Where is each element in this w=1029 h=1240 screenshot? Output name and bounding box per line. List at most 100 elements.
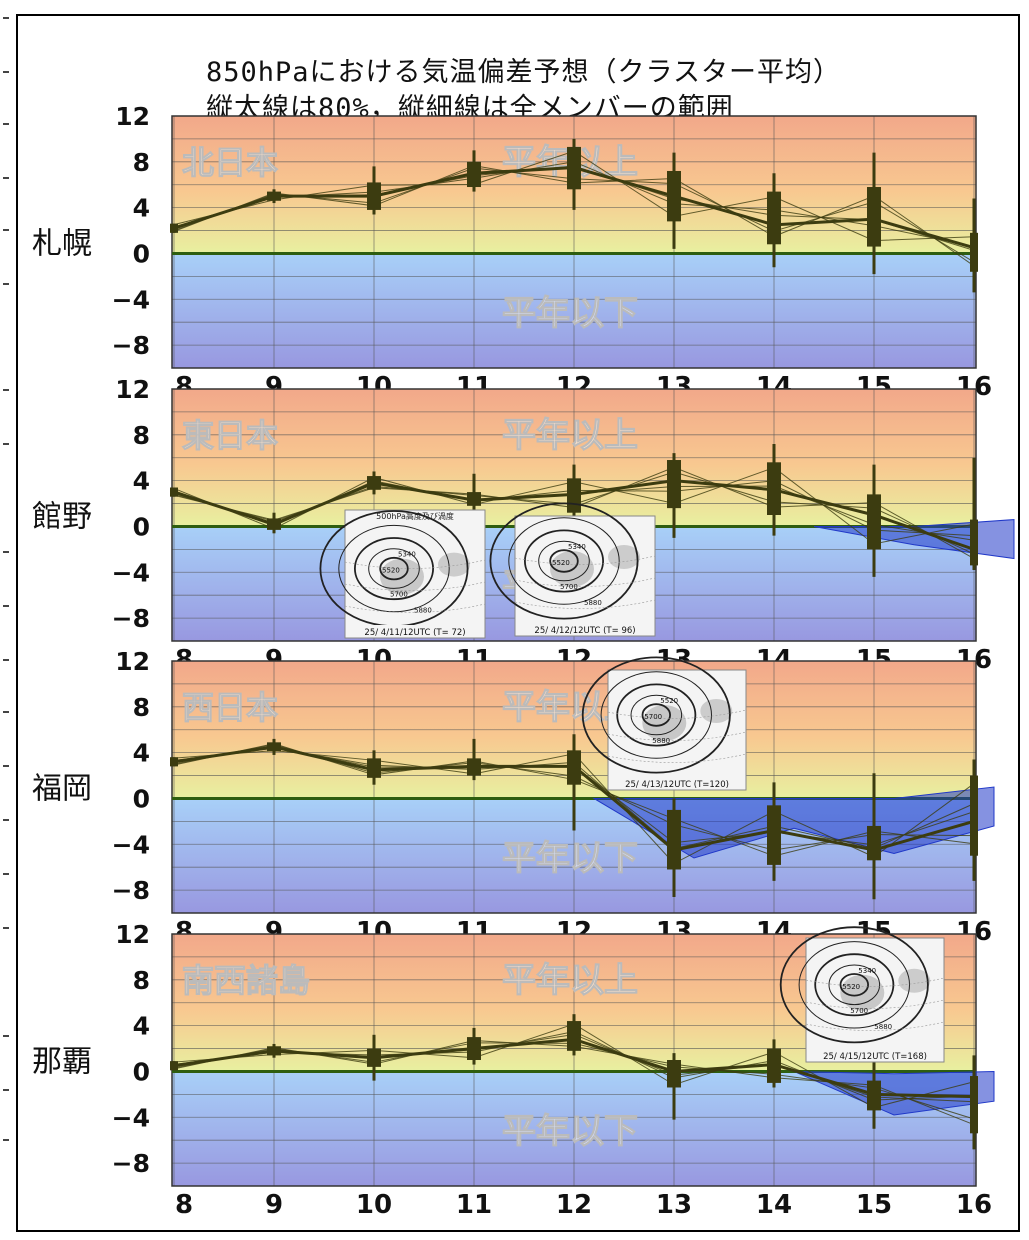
range-80-bar bbox=[867, 825, 881, 861]
x-tick-label: 11 bbox=[456, 1190, 492, 1220]
height-contour bbox=[489, 502, 639, 620]
range-80-bar bbox=[567, 750, 581, 785]
range-80-bar bbox=[170, 487, 178, 497]
y-tick-label: 12 bbox=[115, 102, 150, 131]
y-tick-label: 0 bbox=[133, 1057, 150, 1086]
vorticity-area bbox=[438, 552, 470, 577]
vorticity-area bbox=[898, 968, 931, 993]
below-normal-label: 平年以下 bbox=[502, 1111, 638, 1151]
contour-label: 5340 bbox=[398, 551, 416, 559]
range-80-bar bbox=[367, 758, 381, 778]
range-80-bar bbox=[367, 1048, 381, 1067]
inset-caption-bg bbox=[609, 777, 745, 789]
height-contour bbox=[814, 953, 895, 1017]
region-label: 南西諸島 bbox=[182, 961, 310, 999]
x-tick-label: 16 bbox=[956, 1190, 992, 1220]
height-contour bbox=[338, 524, 450, 613]
contour-label: 5880 bbox=[414, 607, 432, 615]
contour-label: 5700 bbox=[560, 583, 578, 591]
below-normal-band bbox=[813, 519, 1015, 560]
latitude-line bbox=[344, 603, 486, 613]
contour-label: 5700 bbox=[850, 1007, 868, 1015]
height-contour bbox=[524, 529, 605, 593]
inset-caption: 25/ 4/13/12UTC (T=120) bbox=[625, 780, 729, 790]
contour-label: 5520 bbox=[660, 697, 678, 705]
height-contour bbox=[368, 548, 420, 589]
y-tick-label: −4 bbox=[112, 1103, 150, 1132]
y-tick-label: −8 bbox=[112, 1149, 150, 1178]
station-label: 那覇 bbox=[32, 1044, 92, 1079]
latitude-line bbox=[805, 1021, 945, 1031]
latitude-line bbox=[607, 731, 747, 741]
contour-label: 5340 bbox=[858, 967, 876, 975]
inset-caption: 25/ 4/11/12UTC (T= 72) bbox=[364, 628, 465, 638]
latitude-line bbox=[344, 559, 486, 569]
latitude-line bbox=[805, 999, 945, 1009]
plot-border bbox=[171, 933, 977, 1187]
inset-header: 500hPa高度及び渦度 bbox=[376, 511, 454, 521]
contour-label: 5700 bbox=[390, 591, 408, 599]
inset-caption: 25/ 4/15/12UTC (T=168) bbox=[823, 1052, 927, 1062]
range-80-bar bbox=[267, 518, 281, 530]
x-tick-label: 14 bbox=[756, 1190, 792, 1220]
height-contour bbox=[549, 549, 579, 573]
range-80-bar bbox=[567, 1021, 581, 1051]
weather-map-inset: 5340 5520 5700 5880 25/ 4/15/12UTC (T=168) bbox=[779, 926, 945, 1063]
y-tick-label: −4 bbox=[112, 558, 150, 587]
latitude-line bbox=[514, 599, 656, 609]
station-label: 札幌 bbox=[32, 226, 92, 261]
y-tick-label: 8 bbox=[133, 693, 150, 722]
x-tick-label: 12 bbox=[556, 1190, 592, 1220]
height-contour bbox=[508, 517, 620, 605]
latitude-line bbox=[805, 977, 945, 987]
range-80-bar bbox=[567, 146, 581, 190]
below-normal-label: 平年以下 bbox=[502, 838, 638, 878]
inset-caption: 25/ 4/12/12UTC (T= 96) bbox=[534, 626, 635, 636]
range-80-bar bbox=[970, 1076, 978, 1134]
range-80-bar bbox=[767, 805, 781, 865]
vorticity-area bbox=[608, 545, 640, 569]
range-80-bar bbox=[467, 161, 481, 188]
weather-map-inset: 5520 5700 5880 25/ 4/13/12UTC (T=120) bbox=[581, 656, 747, 791]
y-tick-label: −4 bbox=[112, 830, 150, 859]
height-contour bbox=[839, 973, 870, 997]
y-tick-label: 0 bbox=[133, 239, 150, 268]
height-contour bbox=[600, 671, 712, 759]
plot-border bbox=[171, 388, 977, 642]
range-80-bar bbox=[767, 191, 781, 245]
inset-caption-bg bbox=[346, 625, 484, 637]
range-80-bar bbox=[467, 1037, 481, 1060]
above-normal-label: 平年以上 bbox=[502, 960, 638, 1000]
contour-label: 5520 bbox=[382, 567, 400, 575]
vorticity-area bbox=[700, 699, 733, 723]
range-80-bar bbox=[970, 775, 978, 856]
y-tick-label: 4 bbox=[133, 194, 150, 223]
height-contour bbox=[798, 941, 910, 1029]
x-tick-label: 9 bbox=[265, 1190, 283, 1220]
height-contour bbox=[353, 537, 434, 601]
range-80-bar bbox=[267, 191, 281, 201]
chart-title: 850hPaにおける気温偏差予想（クラスター平均） bbox=[206, 57, 841, 88]
height-contour bbox=[828, 964, 881, 1006]
above-normal-label: 平年以上 bbox=[502, 415, 638, 455]
range-80-bar bbox=[467, 492, 481, 506]
region-label: 西日本 bbox=[182, 688, 278, 726]
height-contour bbox=[630, 694, 683, 736]
y-tick-label: 12 bbox=[115, 647, 150, 676]
x-tick-label: 13 bbox=[656, 1190, 692, 1220]
y-tick-label: 4 bbox=[133, 1012, 150, 1041]
y-tick-label: 4 bbox=[133, 739, 150, 768]
latitude-line bbox=[514, 577, 656, 587]
y-tick-label: 4 bbox=[133, 467, 150, 496]
range-80-bar bbox=[170, 223, 178, 233]
range-80-bar bbox=[170, 757, 178, 767]
y-tick-label: −8 bbox=[112, 331, 150, 360]
region-label: 北日本 bbox=[182, 143, 278, 181]
contour-label: 5700 bbox=[644, 713, 662, 721]
contour-label: 5340 bbox=[568, 543, 586, 551]
y-tick-label: −8 bbox=[112, 604, 150, 633]
height-contour bbox=[641, 703, 672, 727]
y-tick-label: 0 bbox=[133, 512, 150, 541]
